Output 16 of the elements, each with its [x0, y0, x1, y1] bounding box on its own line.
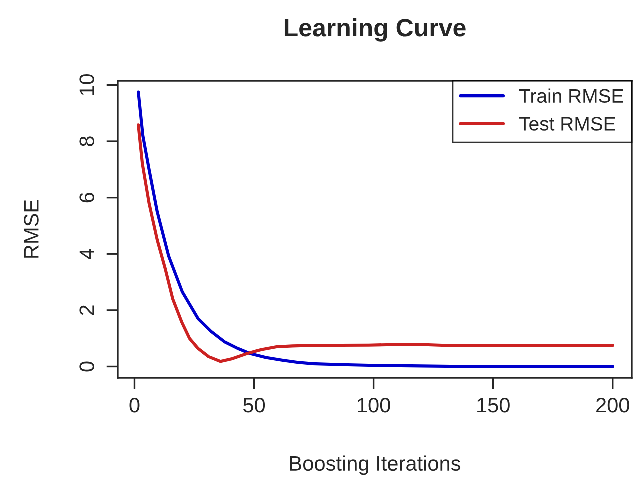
y-tick-label: 8 — [80, 136, 94, 146]
x-tick-label: 100 — [358, 398, 390, 413]
y-tick-label: 6 — [80, 192, 94, 203]
x-tick-label: 50 — [244, 398, 266, 413]
y-tick-label: 2 — [80, 306, 94, 316]
x-tick-label: 0 — [130, 398, 140, 413]
x-tick-label: 150 — [478, 398, 510, 413]
y-axis-title: RMSE — [24, 200, 39, 258]
chart-title: Learning Curve — [284, 18, 466, 42]
x-tick-label: 200 — [596, 398, 630, 413]
legend-label: Test RMSE — [520, 117, 616, 131]
y-tick-label: 0 — [80, 362, 94, 372]
x-axis-title: Boosting Iterations — [290, 456, 461, 476]
y-tick-label: 10 — [80, 74, 94, 96]
y-tick-label: 4 — [80, 248, 94, 260]
legend-label: Train RMSE — [520, 88, 624, 104]
